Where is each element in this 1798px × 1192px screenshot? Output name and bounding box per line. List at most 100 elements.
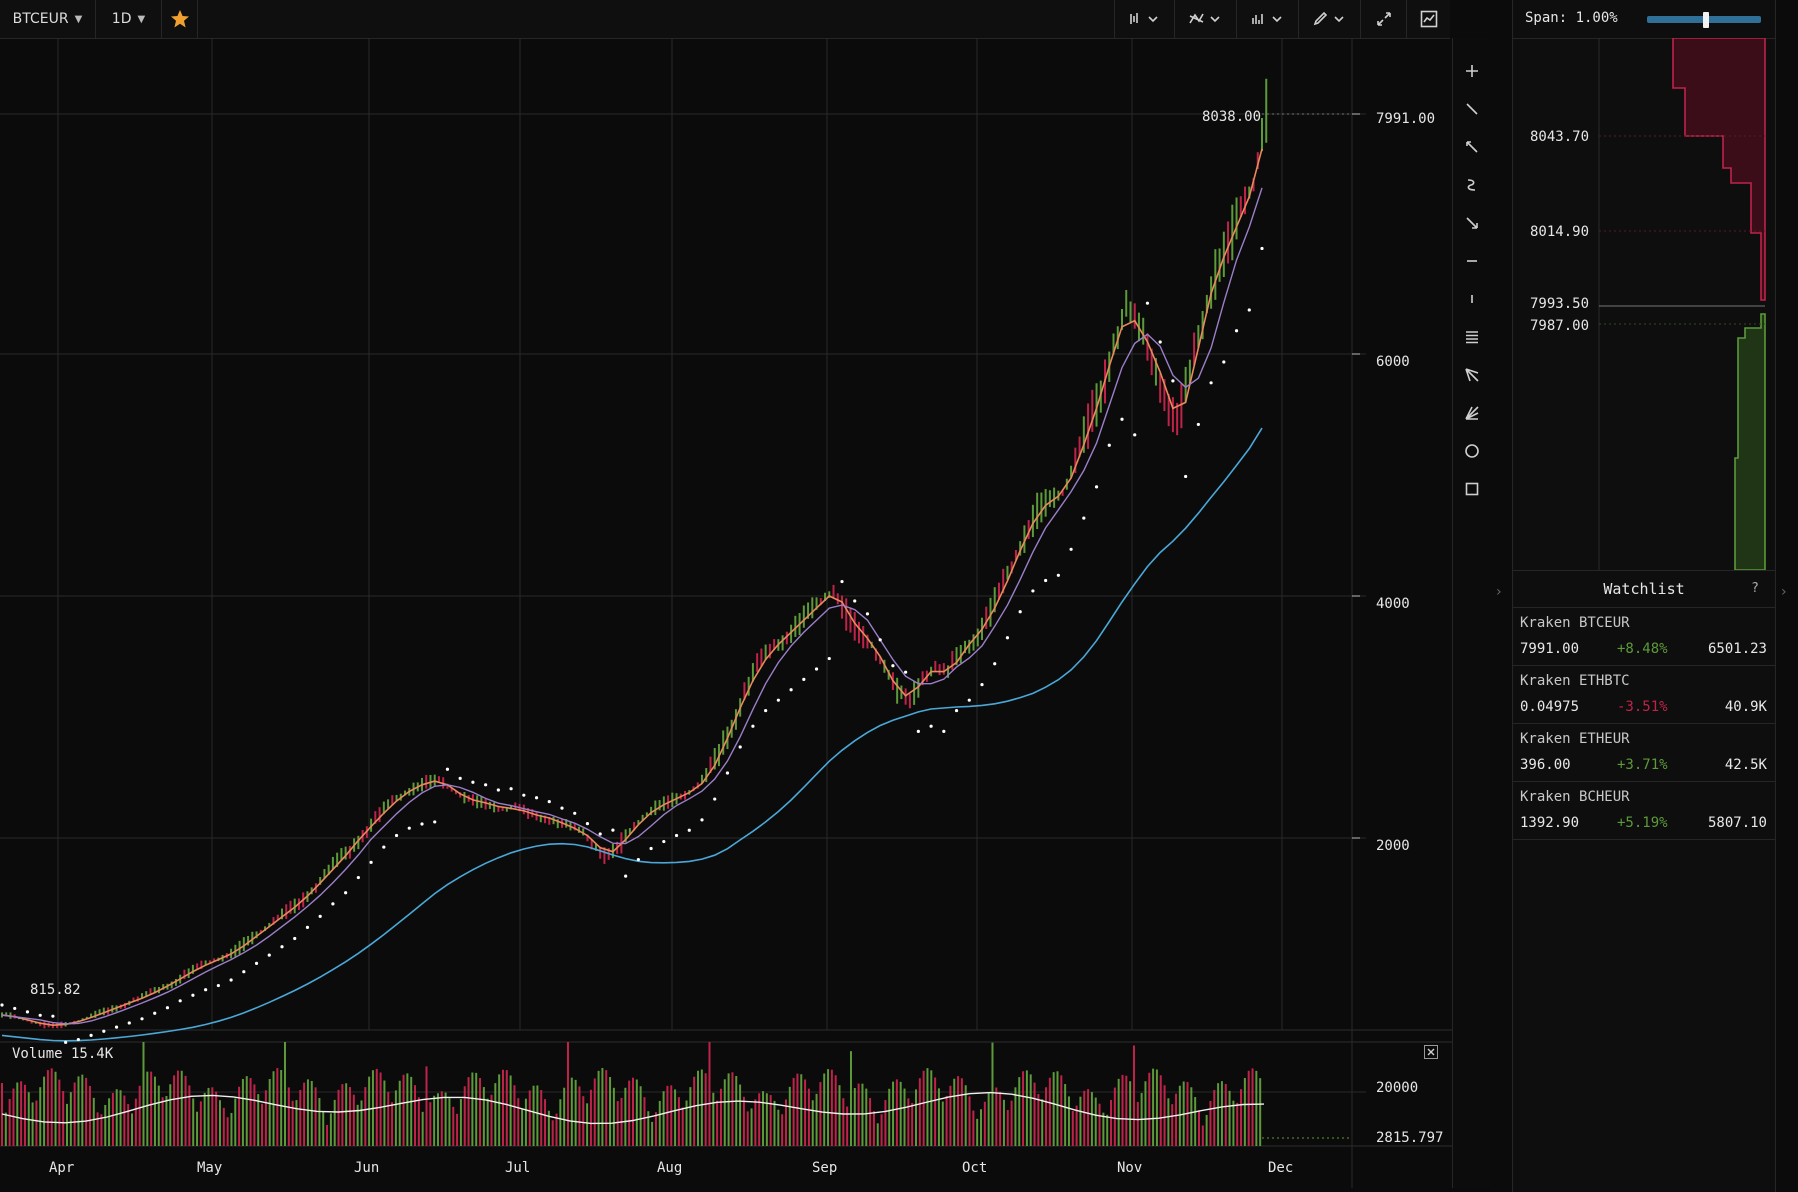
watchlist-item[interactable]: Kraken BTCEUR 7991.00 +8.48% 6501.23 <box>1513 608 1775 666</box>
depth-chart-canvas <box>1598 37 1766 571</box>
psar-dot <box>331 902 335 906</box>
price-chart[interactable]: 8038.00 7991.00 815.82 6000 4000 2000 Vo… <box>0 38 1452 1188</box>
watchlist-item-name: Kraken BCHEUR <box>1520 789 1630 805</box>
psar-dot <box>764 708 768 713</box>
ray-icon <box>1466 141 1478 153</box>
psar-dot <box>0 1003 4 1007</box>
trendline-tool[interactable] <box>1453 94 1491 124</box>
psar-dot <box>993 662 997 666</box>
vertical-line-tool[interactable] <box>1453 284 1491 314</box>
psar-dot <box>280 945 284 949</box>
chevron-down-icon: ▼ <box>137 13 146 25</box>
x-tick-label: Nov <box>1117 1160 1143 1176</box>
ask-depth-area <box>1672 37 1766 301</box>
arrow-icon <box>1466 217 1478 229</box>
psar-dot <box>776 698 780 702</box>
fan-tool[interactable] <box>1453 398 1491 428</box>
psar-dot <box>433 820 437 824</box>
bars-icon <box>1129 13 1158 24</box>
rectangle-tool[interactable] <box>1453 474 1491 504</box>
watchlist-item[interactable]: Kraken BCHEUR 1392.90 +5.19% 5807.10 <box>1513 782 1775 840</box>
psar-dot <box>1018 610 1022 614</box>
watchlist-title: Watchlist <box>1603 580 1685 598</box>
psar-dot <box>153 1011 157 1015</box>
panel-collapse-edge[interactable]: › <box>1775 0 1798 1192</box>
bid-level-label: 7987.00 <box>1530 318 1590 334</box>
crosshair-tool[interactable] <box>1453 56 1491 86</box>
span-slider[interactable] <box>1647 12 1761 28</box>
indicators-button[interactable] <box>1174 0 1236 38</box>
circle-tool[interactable] <box>1453 436 1491 466</box>
psar-dot <box>1069 547 1073 551</box>
psar-dot <box>725 771 730 775</box>
psar-dot <box>1082 516 1086 520</box>
watchlist-item[interactable]: Kraken ETHBTC 0.04975 -3.51% 40.9K <box>1513 666 1775 724</box>
psar-dot <box>140 1017 144 1021</box>
watchlist-item-change: -3.51% <box>1617 699 1668 715</box>
psar-dot <box>356 875 360 880</box>
help-icon[interactable]: ? <box>1751 581 1759 596</box>
draw-button[interactable] <box>1298 0 1360 38</box>
interval-selector[interactable]: 1D ▼ <box>96 0 162 38</box>
psar-dot <box>1107 443 1111 447</box>
psar-dot <box>242 970 246 974</box>
psar-dot <box>25 1010 30 1014</box>
x-tick-label: Aug <box>657 1160 683 1176</box>
psar-dot <box>751 724 755 728</box>
psar-dot <box>1184 474 1188 479</box>
psar-dot <box>802 677 806 681</box>
psar-dot <box>904 670 908 674</box>
psar-dot <box>827 656 831 661</box>
screenshot-button[interactable] <box>1406 0 1450 38</box>
psar-dot <box>38 1013 42 1017</box>
psar-dot <box>165 1006 170 1010</box>
horizontal-line-tool[interactable] <box>1453 246 1491 276</box>
x-tick-label: Dec <box>1268 1160 1294 1176</box>
sma-slow-line <box>1 427 1263 1042</box>
psar-dot <box>369 860 373 864</box>
psar-dot <box>738 745 742 749</box>
high-price-marker: 8038.00 <box>1202 109 1262 125</box>
psar-dot <box>76 1037 80 1042</box>
psar-dot <box>445 767 450 771</box>
symbol-selector[interactable]: BTCEUR ▼ <box>0 0 96 38</box>
y-tick-label: 4000 <box>1376 596 1410 612</box>
psar-dot <box>484 783 488 787</box>
psar-dot <box>878 638 882 642</box>
compare-button[interactable] <box>1236 0 1298 38</box>
arrow-tool[interactable] <box>1453 208 1491 238</box>
volume-tick-label: 20000 <box>1376 1080 1419 1096</box>
psar-dot <box>1260 246 1264 251</box>
chart-type-button[interactable] <box>1114 0 1174 38</box>
psar-dot <box>102 1029 106 1033</box>
psar-dot <box>1056 573 1060 577</box>
fibonacci-tool[interactable] <box>1453 322 1491 352</box>
watchlist-item-price: 7991.00 <box>1520 641 1580 657</box>
span-slider-thumb[interactable] <box>1703 12 1710 28</box>
psar-dot <box>64 1040 68 1044</box>
price-chart-canvas[interactable] <box>0 38 1452 1188</box>
psar-dot <box>649 846 653 851</box>
last-price-label: 7991.00 <box>1376 111 1436 127</box>
fullscreen-button[interactable] <box>1360 0 1406 38</box>
spread-level-label: 7993.50 <box>1530 296 1590 312</box>
psar-dot <box>573 811 577 815</box>
psar-dot <box>967 698 971 702</box>
close-volume-button[interactable] <box>1424 1045 1438 1059</box>
psar-dot <box>598 832 602 836</box>
compare-icon <box>1251 14 1282 24</box>
watchlist-item-price: 0.04975 <box>1520 699 1580 715</box>
hline-icon <box>1467 260 1477 262</box>
psar-dot <box>127 1021 131 1025</box>
panel-splitter[interactable]: › <box>1490 0 1513 1192</box>
ray-tool[interactable] <box>1453 132 1491 162</box>
curve-tool[interactable] <box>1453 170 1491 200</box>
pitchfork-tool[interactable] <box>1453 360 1491 390</box>
watchlist-item[interactable]: Kraken ETHEUR 396.00 +3.71% 42.5K <box>1513 724 1775 782</box>
psar-dot <box>929 724 933 728</box>
close-icon <box>1427 1048 1435 1056</box>
psar-dot <box>305 925 310 929</box>
favorite-button[interactable] <box>162 0 198 38</box>
ask-level-label: 8043.70 <box>1530 129 1590 145</box>
psar-dot <box>1031 589 1035 593</box>
